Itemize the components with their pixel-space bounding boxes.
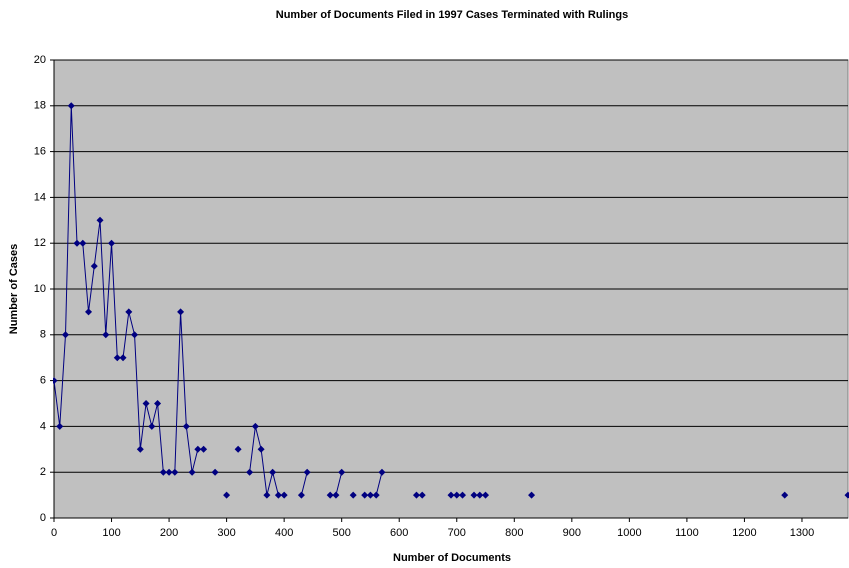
marker xyxy=(378,468,386,476)
x-tick-label: 0 xyxy=(51,527,57,539)
marker xyxy=(79,239,87,247)
marker xyxy=(85,308,93,316)
marker xyxy=(361,491,369,499)
marker xyxy=(211,468,219,476)
marker xyxy=(148,422,156,430)
x-tick-label: 100 xyxy=(102,527,120,539)
marker xyxy=(274,491,282,499)
marker xyxy=(844,491,849,499)
marker xyxy=(263,491,271,499)
marker xyxy=(257,445,265,453)
marker xyxy=(366,491,374,499)
marker xyxy=(67,102,75,110)
x-tick-label: 900 xyxy=(563,527,581,539)
marker xyxy=(280,491,288,499)
series-group xyxy=(53,102,849,499)
y-tick-label: 20 xyxy=(34,54,46,66)
marker xyxy=(119,354,127,362)
y-tick-label: 6 xyxy=(40,375,46,387)
chart-title: Number of Documents Filed in 1997 Cases … xyxy=(276,9,628,21)
x-tick-label: 600 xyxy=(390,527,408,539)
x-tick-label: 500 xyxy=(333,527,351,539)
marker xyxy=(781,491,789,499)
marker xyxy=(136,445,144,453)
marker xyxy=(459,491,467,499)
y-tick-label: 4 xyxy=(40,420,46,432)
marker xyxy=(113,354,121,362)
marker xyxy=(188,468,196,476)
x-tick-label: 400 xyxy=(275,527,293,539)
marker xyxy=(102,331,110,339)
x-tick-label: 1200 xyxy=(732,527,756,539)
marker xyxy=(470,491,478,499)
y-tick-label: 2 xyxy=(40,466,46,478)
marker xyxy=(326,491,334,499)
x-axis-label: Number of Documents xyxy=(393,552,511,564)
marker xyxy=(182,422,190,430)
marker xyxy=(418,491,426,499)
y-tick-label: 14 xyxy=(34,191,46,203)
marker xyxy=(246,468,254,476)
marker xyxy=(269,468,277,476)
y-tick-label: 18 xyxy=(34,100,46,112)
x-tick-label: 300 xyxy=(217,527,235,539)
marker xyxy=(62,331,70,339)
marker xyxy=(56,422,64,430)
marker xyxy=(125,308,133,316)
x-tick-label: 1300 xyxy=(790,527,814,539)
marker xyxy=(476,491,484,499)
marker xyxy=(154,400,162,407)
y-tick-label: 8 xyxy=(40,329,46,341)
marker xyxy=(482,491,490,499)
marker xyxy=(131,331,139,339)
marker xyxy=(251,422,259,430)
x-tick-label: 800 xyxy=(505,527,523,539)
marker xyxy=(297,491,305,499)
y-tick-label: 0 xyxy=(40,512,46,524)
marker xyxy=(332,491,340,499)
y-tick-label: 16 xyxy=(34,146,46,158)
marker xyxy=(372,491,380,499)
marker xyxy=(171,468,179,476)
marker xyxy=(96,216,104,224)
x-tick-label: 700 xyxy=(448,527,466,539)
marker xyxy=(528,491,536,499)
marker xyxy=(73,239,81,247)
marker xyxy=(53,377,58,385)
marker xyxy=(165,468,173,476)
x-tick-label: 1000 xyxy=(617,527,641,539)
marker xyxy=(200,445,208,453)
y-tick-label: 10 xyxy=(34,283,46,295)
marker xyxy=(234,445,242,453)
marker xyxy=(108,239,116,247)
marker xyxy=(349,491,357,499)
y-axis-label: Number of Cases xyxy=(8,244,20,334)
marker xyxy=(194,445,202,453)
marker xyxy=(177,308,185,316)
marker xyxy=(303,468,311,476)
marker xyxy=(447,491,455,499)
y-tick-label: 12 xyxy=(34,237,46,249)
marker xyxy=(453,491,461,499)
marker xyxy=(90,262,98,270)
marker xyxy=(338,468,346,476)
marker xyxy=(412,491,420,499)
x-tick-label: 200 xyxy=(160,527,178,539)
marker xyxy=(142,400,150,407)
marker xyxy=(223,491,231,499)
x-tick-label: 1100 xyxy=(675,527,699,539)
marker xyxy=(159,468,167,476)
